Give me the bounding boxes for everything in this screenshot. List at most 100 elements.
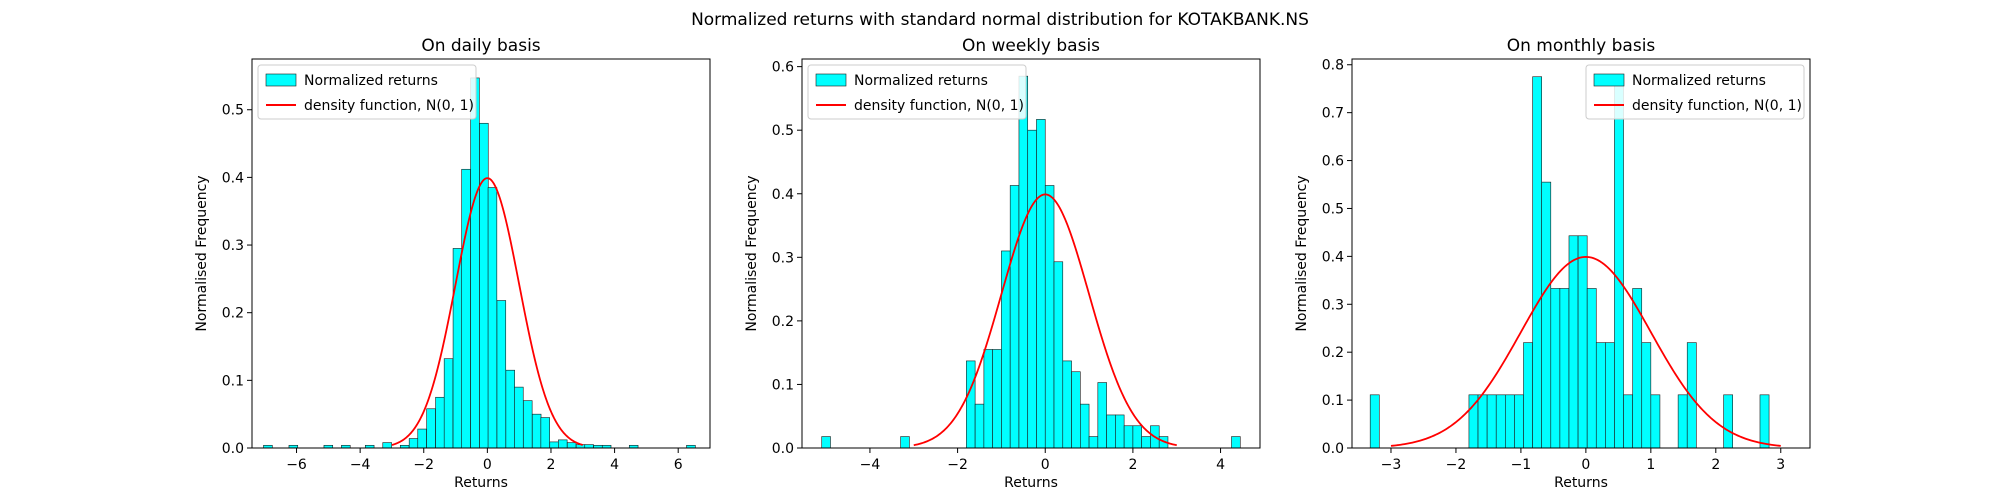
- y-tick-label: 0.1: [222, 373, 244, 389]
- histogram-bar: [1550, 288, 1561, 449]
- histogram-bar: [1586, 288, 1597, 449]
- histogram-bar: [1568, 235, 1579, 449]
- y-axis-label: Normalised Frequency: [194, 175, 210, 331]
- histogram-bar: [1650, 394, 1661, 449]
- histogram-bar: [549, 441, 559, 449]
- histogram-bar: [514, 386, 524, 449]
- histogram-bar: [900, 436, 910, 449]
- histogram-bar: [821, 436, 831, 449]
- histogram-bar: [1605, 342, 1615, 449]
- density-curve: [391, 177, 584, 446]
- y-axis-label: Normalised Frequency: [744, 175, 760, 331]
- y-tick-label: 0.0: [222, 441, 244, 457]
- x-tick-label: 4: [610, 457, 619, 473]
- x-tick-label: −2: [947, 457, 968, 473]
- histogram-bar: [1123, 425, 1134, 449]
- histogram-bar: [1514, 394, 1524, 449]
- histogram-bar: [1686, 342, 1697, 449]
- y-tick-label: 0.8: [1322, 58, 1344, 74]
- histogram-bar: [417, 428, 427, 449]
- histogram-bar: [966, 360, 976, 449]
- histogram-bar: [1641, 342, 1652, 449]
- x-tick-label: 0: [1041, 457, 1050, 473]
- legend-label: density function, N(0, 1): [304, 98, 474, 114]
- histogram-bar: [1141, 436, 1151, 449]
- y-tick-label: 0.2: [222, 306, 244, 322]
- histogram-bar: [1106, 414, 1116, 449]
- x-axis-label: Returns: [1554, 475, 1608, 491]
- y-tick-label: 0.2: [772, 314, 794, 330]
- x-tick-label: 0: [1581, 457, 1590, 473]
- histogram-bar: [1723, 394, 1733, 449]
- x-tick-label: 2: [1711, 457, 1720, 473]
- chart-panel-3: On monthly basis −3 −2 −1 0 1 2 3 0.0 0.1 0.2 0.3 0.…: [1294, 36, 1811, 491]
- chart-title: On monthly basis: [1507, 36, 1656, 56]
- x-tick-label: 4: [1216, 457, 1225, 473]
- histogram-bar: [1759, 394, 1770, 449]
- density-curve: [1390, 255, 1781, 447]
- histogram-bar: [487, 187, 498, 449]
- histogram-bar: [974, 403, 985, 449]
- histogram-bar: [1027, 129, 1037, 449]
- histogram-bar: [470, 77, 480, 449]
- y-tick-label: 0.3: [222, 238, 244, 254]
- x-axis-label: Returns: [454, 475, 508, 491]
- x-tick-label: −1: [1511, 457, 1532, 473]
- y-tick-label: 0.4: [222, 170, 244, 186]
- legend: Normalized returns density function, N(0,…: [257, 64, 477, 120]
- histogram-bar: [1486, 394, 1497, 449]
- histogram-bar: [1495, 394, 1506, 449]
- legend-swatch-histogram: [815, 73, 847, 87]
- y-tick-label: 0.5: [1322, 201, 1344, 217]
- y-tick-label: 0.3: [772, 250, 794, 266]
- x-tick-label: −2: [413, 457, 434, 473]
- legend-label: density function, N(0, 1): [854, 98, 1024, 114]
- histogram-bar: [531, 413, 542, 449]
- histogram-bar: [523, 400, 533, 449]
- histogram-bar: [461, 168, 471, 449]
- y-tick-label: 0.5: [772, 123, 794, 139]
- histogram-bar: [1231, 436, 1241, 449]
- y-tick-label: 0.5: [222, 103, 244, 119]
- histogram-bar: [1532, 76, 1542, 449]
- x-tick-label: −4: [860, 457, 881, 473]
- legend-label: density function, N(0, 1): [1632, 98, 1802, 114]
- plot-frame: [801, 58, 1261, 449]
- y-tick-label: 0.7: [1322, 106, 1344, 122]
- y-tick-label: 0.1: [772, 377, 794, 393]
- histogram-bar: [540, 417, 550, 449]
- x-tick-label: −6: [286, 457, 307, 473]
- legend-frame: [807, 64, 1027, 120]
- histogram-bar: [435, 396, 445, 449]
- histogram-bar: [1523, 342, 1533, 449]
- x-tick-label: 3: [1776, 457, 1785, 473]
- y-tick-label: 0.4: [772, 187, 794, 203]
- histogram-bar: [426, 408, 436, 449]
- histogram-bar: [1097, 382, 1107, 449]
- y-tick-label: 0.3: [1322, 297, 1344, 313]
- figure-suptitle: Normalized returns with standard normal …: [691, 10, 1309, 30]
- y-tick-label: 0.6: [772, 60, 794, 76]
- histogram-bar: [1018, 75, 1029, 449]
- y-tick-label: 0.0: [772, 441, 794, 457]
- legend: Normalized returns density function, N(0,…: [807, 64, 1027, 120]
- histogram-bar: [408, 438, 419, 449]
- histogram-bar: [1595, 342, 1606, 449]
- histogram-bar: [1505, 394, 1515, 449]
- histogram-bar: [496, 300, 507, 449]
- x-tick-label: 0: [483, 457, 492, 473]
- histogram-bar: [443, 358, 454, 449]
- histogram-bar: [1677, 394, 1688, 449]
- y-tick-label: 0.1: [1322, 393, 1344, 409]
- histogram-bar: [1614, 76, 1624, 449]
- histogram-bar: [1115, 414, 1125, 449]
- histogram-bar: [1053, 261, 1064, 449]
- legend-label: Normalized returns: [854, 73, 988, 89]
- histogram-bar: [1623, 394, 1633, 449]
- histogram-bar: [1036, 119, 1046, 449]
- histogram-bar: [1044, 185, 1055, 449]
- legend: Normalized returns density function, N(0,…: [1585, 64, 1805, 120]
- legend-frame: [1585, 64, 1805, 120]
- legend-swatch-histogram: [265, 73, 297, 87]
- y-axis-label: Normalised Frequency: [1294, 175, 1310, 331]
